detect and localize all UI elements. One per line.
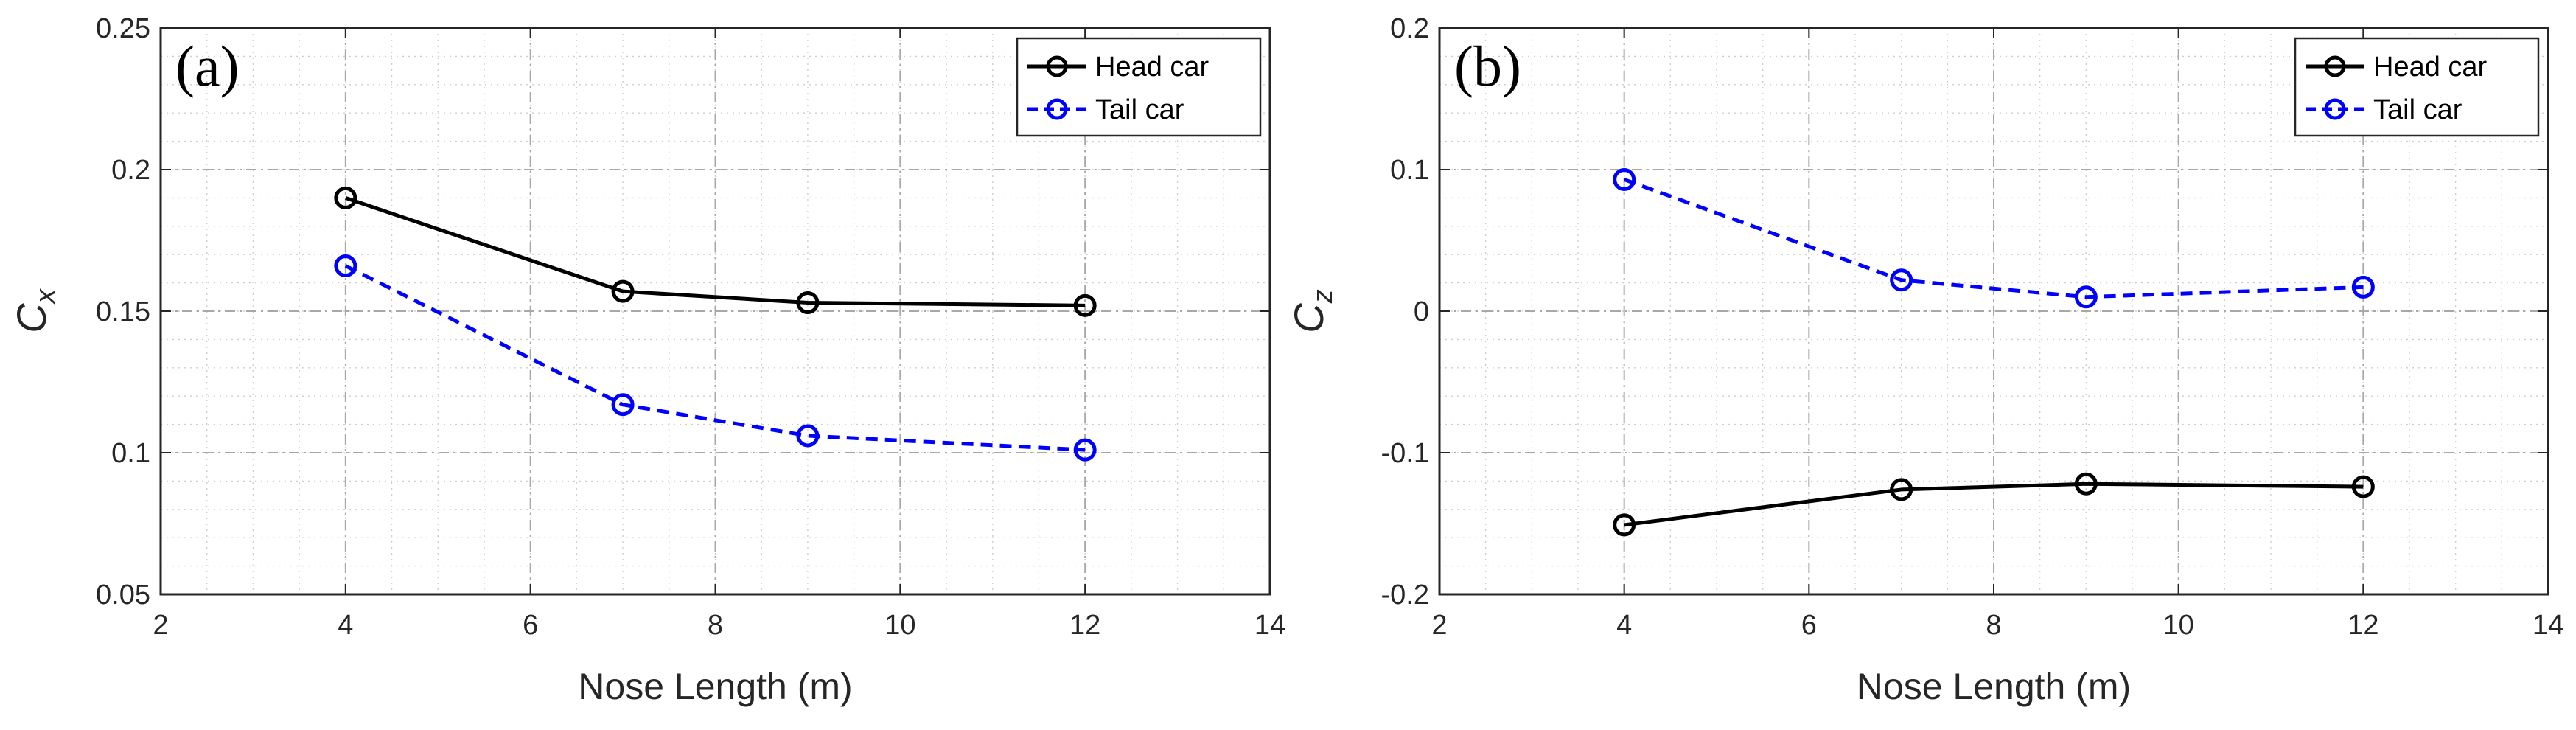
data-point <box>334 254 357 278</box>
x-tick-label: 2 <box>1431 610 1447 641</box>
x-axis-title: Nose Length (m) <box>1857 666 2131 707</box>
x-tick-label: 8 <box>708 610 723 641</box>
y-tick-label: 0.25 <box>96 13 150 44</box>
panel-label: (b) <box>1454 34 1521 98</box>
series-tail-car <box>1613 167 2375 309</box>
data-point <box>2074 285 2098 309</box>
x-tick-label: 6 <box>523 610 538 641</box>
x-tick-label: 10 <box>2163 610 2194 641</box>
data-point <box>796 424 820 448</box>
panel-a-chart: 2 4 6 8 10 12 14 0.05 0.1 0.15 0.2 0.25 Nose Length … <box>8 13 1285 707</box>
x-tick-label: 6 <box>1801 610 1817 641</box>
data-point <box>1890 268 1913 292</box>
data-point <box>611 279 635 303</box>
series-line <box>344 264 1086 452</box>
x-tick-label: 2 <box>153 610 168 641</box>
y-tick-label: 0.15 <box>96 296 150 327</box>
x-tick-label: 10 <box>884 610 915 641</box>
y-axis-title: Cx <box>8 288 61 333</box>
panel-b-chart: 2 4 6 8 10 12 14 -0.2 -0.1 0 0.1 0.2 Nose Length (m)… <box>1285 13 2563 707</box>
data-point <box>796 291 820 314</box>
y-tick-label: 0.2 <box>1390 13 1429 44</box>
data-point <box>1890 478 1913 501</box>
legend-swatch-marker <box>2324 98 2346 120</box>
series-line <box>345 196 1086 307</box>
legend: Head car Tail car <box>1016 37 1262 137</box>
y-tick-label: 0.1 <box>1390 155 1429 186</box>
legend: Head car Tail car <box>2294 37 2540 137</box>
y-axis-title-symbol: C <box>8 303 55 333</box>
x-tick-label: 14 <box>1254 610 1285 641</box>
x-tick-label: 12 <box>1069 610 1100 641</box>
data-point <box>1613 167 1636 191</box>
legend-swatch-marker <box>1046 98 1068 120</box>
data-point <box>2351 275 2375 299</box>
y-axis-title-symbol: C <box>1285 303 1332 333</box>
series-line <box>1624 482 2364 527</box>
data-point <box>611 393 635 417</box>
series-head-car <box>1613 472 2375 537</box>
data-point <box>1073 438 1097 462</box>
y-tick-label: 0.05 <box>96 580 150 611</box>
y-tick-label: -0.2 <box>1381 580 1429 611</box>
series-line <box>1623 178 2364 299</box>
x-tick-label: 8 <box>1986 610 2001 641</box>
series-head-car <box>334 186 1097 317</box>
series-tail-car <box>334 254 1097 462</box>
legend-label: Tail car <box>2373 94 2462 125</box>
data-point <box>2074 472 2098 496</box>
data-point <box>2351 475 2375 498</box>
x-tick-label: 4 <box>1616 610 1632 641</box>
y-axis-title-subscript: z <box>1308 289 1338 304</box>
data-point <box>1613 513 1636 537</box>
panel-label: (a) <box>175 34 240 98</box>
legend-swatch-marker <box>2324 55 2346 77</box>
y-tick-label: 0.2 <box>111 155 150 186</box>
x-axis-title: Nose Length (m) <box>578 666 852 707</box>
y-tick-label: 0 <box>1414 296 1429 327</box>
legend-swatch-marker <box>1046 55 1068 77</box>
axes-box <box>159 27 1271 596</box>
x-tick-label: 12 <box>2348 610 2378 641</box>
legend-label: Tail car <box>1095 94 1184 125</box>
y-tick-label: 0.1 <box>111 438 150 469</box>
axes-box <box>1438 27 2549 596</box>
y-axis-title-subscript: x <box>30 288 61 305</box>
legend-label: Head car <box>2373 52 2488 83</box>
data-point <box>1073 293 1097 317</box>
data-point <box>334 186 357 209</box>
y-axis-title: Cz <box>1285 289 1338 333</box>
x-tick-label: 4 <box>338 610 353 641</box>
x-tick-label: 14 <box>2533 610 2563 641</box>
legend-label: Head car <box>1095 52 1210 83</box>
y-tick-label: -0.1 <box>1381 438 1429 469</box>
